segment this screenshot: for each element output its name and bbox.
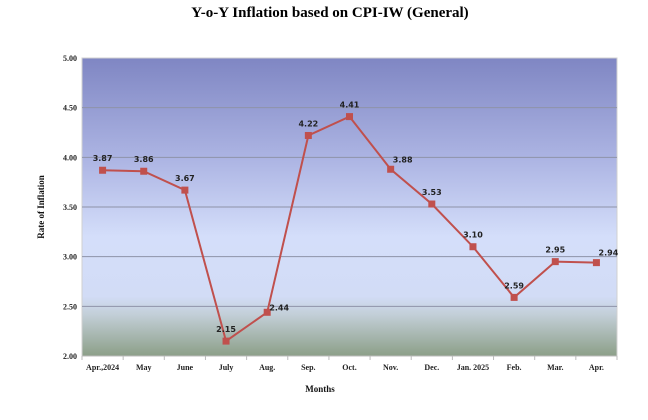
data-point (428, 200, 436, 208)
x-tick-label: Aug. (259, 363, 275, 372)
x-tick-label: Feb. (507, 363, 522, 372)
x-tick-label: Nov. (383, 363, 398, 372)
y-tick-label: 3.00 (63, 253, 77, 262)
data-label: 2.95 (545, 246, 565, 255)
data-label: 2.15 (216, 325, 236, 334)
x-tick-label: Apr. (589, 363, 604, 372)
data-label: 2.94 (599, 249, 619, 258)
y-tick-label: 4.50 (63, 104, 77, 113)
data-point (222, 337, 230, 345)
data-point (181, 186, 189, 194)
y-tick-label: 3.50 (63, 203, 77, 212)
x-tick-label: July (219, 363, 234, 372)
x-tick-label: Jan. 2025 (457, 363, 489, 372)
data-label: 3.53 (422, 188, 442, 197)
data-label: 4.41 (340, 101, 360, 110)
y-tick-label: 5.00 (63, 54, 77, 63)
x-tick-label: June (177, 363, 194, 372)
x-tick-label: Apr.,2024 (86, 363, 119, 372)
x-tick-label: Mar. (547, 363, 563, 372)
data-point (346, 113, 353, 121)
data-point (387, 165, 395, 173)
data-label: 4.22 (298, 119, 318, 128)
x-tick-label: Sep. (301, 363, 315, 372)
data-label: 3.88 (393, 155, 413, 164)
data-point (592, 259, 600, 267)
y-tick-label: 2.50 (63, 302, 77, 311)
chart-title: Y-o-Y Inflation based on CPI-IW (General… (191, 5, 468, 21)
data-point (469, 243, 477, 251)
y-axis-label: Rate of Inflation (36, 175, 46, 239)
x-tick-label: Oct. (342, 363, 356, 372)
data-label: 2.44 (269, 303, 289, 312)
data-label: 2.59 (504, 281, 524, 290)
data-point (510, 293, 518, 301)
data-label: 3.87 (93, 154, 113, 163)
x-axis-label: Months (305, 384, 335, 394)
x-tick-label: May (136, 363, 152, 372)
data-label: 3.86 (134, 155, 154, 164)
y-tick-label: 2.00 (63, 352, 77, 361)
data-label: 3.10 (463, 231, 483, 240)
x-tick-label: Dec. (424, 363, 439, 372)
data-point (263, 308, 271, 316)
y-tick-label: 4.00 (63, 153, 77, 162)
data-point (304, 131, 312, 139)
data-point (99, 166, 107, 174)
data-point (551, 258, 559, 266)
data-label: 3.67 (175, 174, 195, 183)
data-point (140, 167, 148, 175)
